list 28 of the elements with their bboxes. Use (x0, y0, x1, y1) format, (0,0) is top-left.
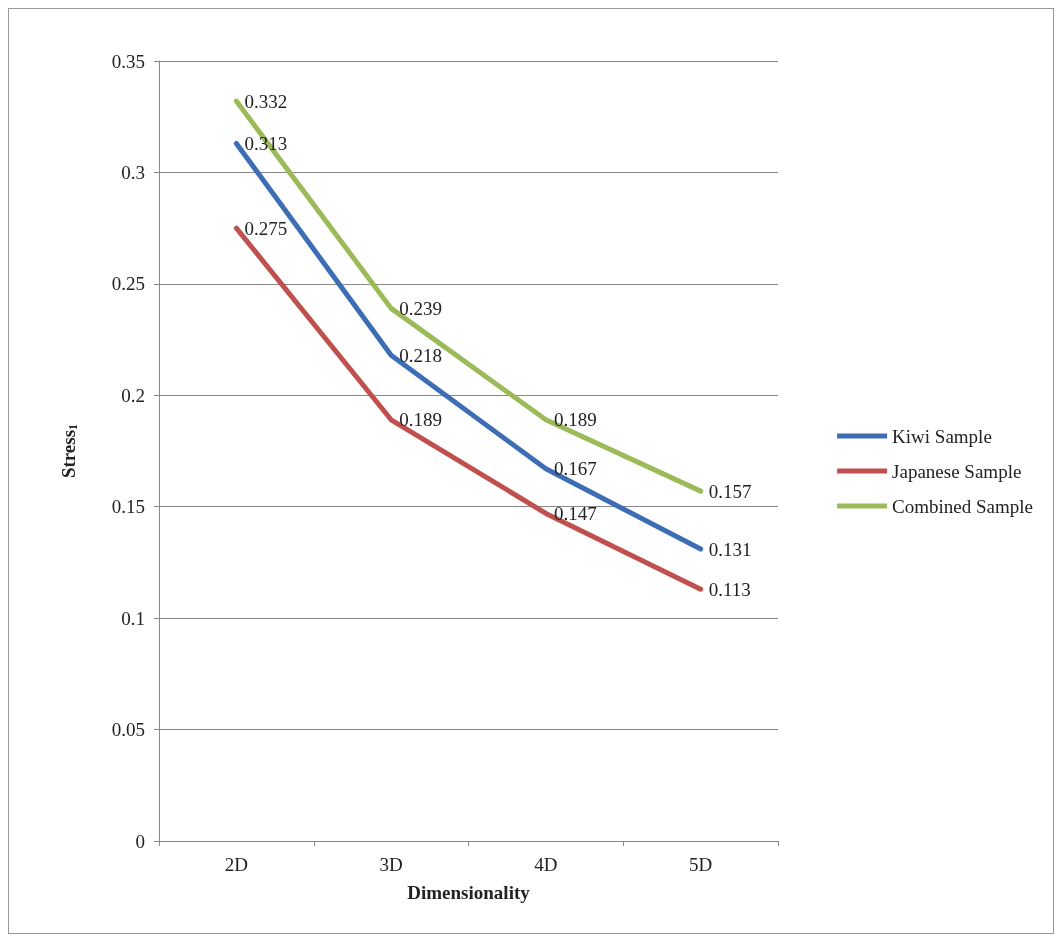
legend-label: Combined Sample (892, 495, 1033, 517)
y-tick-label: 0.1 (121, 607, 145, 629)
y-tick-label: 0.05 (111, 719, 145, 741)
x-tick-label: 5D (689, 854, 713, 875)
data-label: 0.167 (553, 458, 597, 480)
x-tick-label: 2D (224, 854, 248, 875)
y-tick-label: 0.15 (111, 496, 145, 518)
y-tick-label: 0.2 (121, 384, 145, 406)
data-label: 0.218 (399, 344, 442, 366)
x-tick-label: 3D (379, 854, 403, 875)
data-label: 0.131 (708, 538, 752, 560)
data-label: 0.275 (244, 217, 288, 239)
data-label: 0.189 (399, 409, 442, 431)
data-label: 0.239 (399, 297, 442, 319)
data-label: 0.332 (244, 90, 288, 112)
y-tick-label: 0.25 (111, 273, 145, 295)
legend-label: Japanese Sample (892, 460, 1022, 482)
x-axis-title: Dimensionality (407, 882, 531, 903)
data-label: 0.113 (708, 578, 751, 600)
x-tick-label: 4D (534, 854, 558, 875)
y-tick-label: 0.3 (121, 161, 145, 183)
y-tick-label: 0.35 (111, 50, 145, 72)
data-label: 0.157 (708, 480, 752, 502)
data-label: 0.147 (553, 502, 597, 524)
legend-label: Kiwi Sample (892, 425, 992, 447)
data-label: 0.189 (553, 409, 597, 431)
y-axis-title: Stress1 (57, 423, 80, 479)
y-tick-label: 0 (135, 830, 145, 852)
